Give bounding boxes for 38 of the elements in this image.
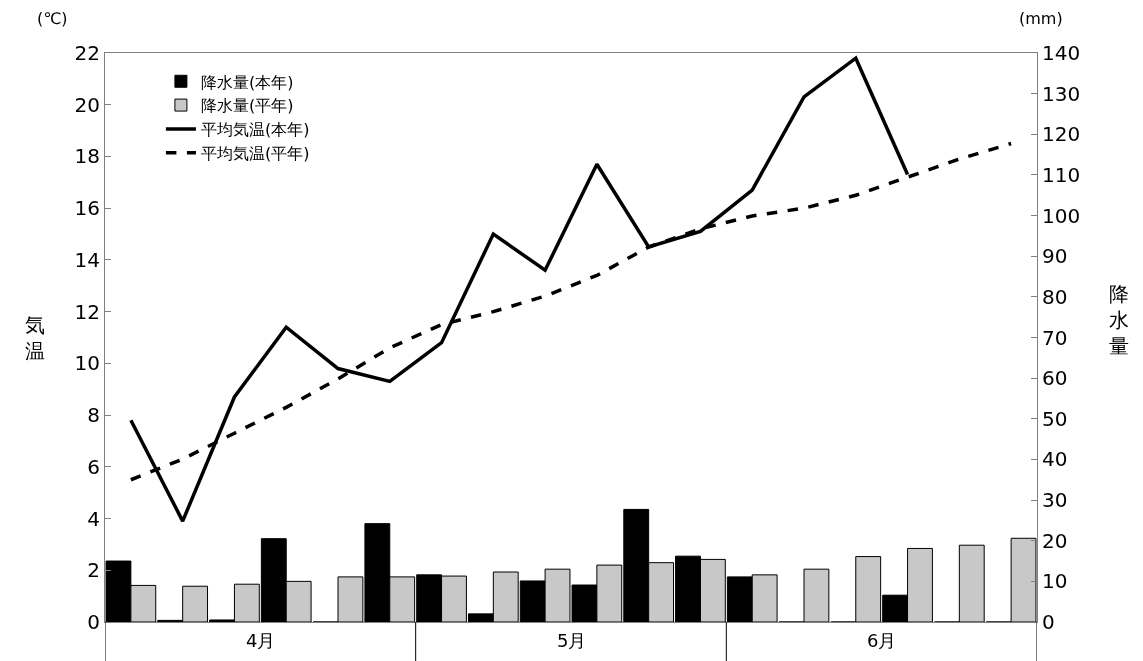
y2-tick-label: 70 bbox=[1042, 325, 1068, 350]
y-tick-label: 0 bbox=[87, 610, 100, 634]
y2-tick-label: 140 bbox=[1042, 41, 1081, 65]
y-tick-label: 8 bbox=[87, 403, 100, 428]
text: (mm) bbox=[1019, 9, 1063, 28]
y-tick-label: 16 bbox=[74, 196, 100, 221]
y2-tick-label: 50 bbox=[1042, 406, 1068, 431]
y2-tick-label: 80 bbox=[1042, 284, 1068, 309]
y-tick-label: 14 bbox=[74, 247, 100, 272]
y-tick-label: 6 bbox=[87, 454, 100, 479]
y-tick-label: 22 bbox=[74, 41, 100, 65]
y-tick-label: 2 bbox=[87, 558, 100, 583]
y-tick-label: 10 bbox=[74, 351, 100, 376]
y2-tick-label: 100 bbox=[1042, 203, 1081, 228]
legend-label: 平均気温(本年) bbox=[200, 120, 310, 140]
text: (℃) bbox=[37, 9, 68, 28]
y-tick-label: 20 bbox=[74, 92, 100, 117]
y2-tick-label: 10 bbox=[1042, 569, 1068, 594]
legend-label: 降水量(平年) bbox=[200, 96, 294, 116]
text: 6月 bbox=[867, 630, 897, 651]
y2-tick-label: 30 bbox=[1042, 488, 1068, 513]
y-axis-title: 気温 bbox=[25, 313, 45, 363]
y2-axis-title: 降水量 bbox=[1109, 282, 1129, 358]
y2-tick-label: 20 bbox=[1042, 528, 1068, 553]
text: 4月 bbox=[246, 630, 276, 651]
y2-tick-label: 130 bbox=[1042, 81, 1081, 106]
y2-tick-label: 0 bbox=[1042, 610, 1055, 634]
y2-tick-label: 110 bbox=[1042, 162, 1081, 187]
y2-tick-label: 90 bbox=[1042, 244, 1068, 269]
legend-label: 平均気温(平年) bbox=[200, 143, 310, 163]
text: 5月 bbox=[557, 630, 587, 651]
y-tick-label: 18 bbox=[74, 144, 100, 169]
y2-tick-label: 120 bbox=[1042, 122, 1081, 147]
y-tick-label: 12 bbox=[74, 299, 100, 324]
legend-label: 降水量(本年) bbox=[200, 72, 294, 92]
y2-tick-label: 60 bbox=[1042, 366, 1068, 391]
y2-tick-label: 40 bbox=[1042, 447, 1068, 472]
y-tick-label: 4 bbox=[87, 506, 100, 531]
